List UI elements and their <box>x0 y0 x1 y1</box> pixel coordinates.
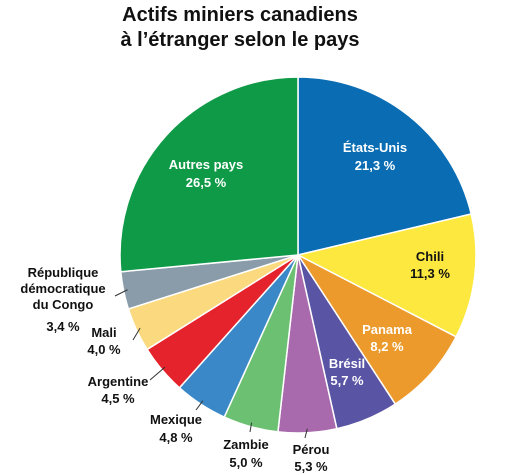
leader-line <box>132 327 141 341</box>
pie-slice <box>295 213 477 338</box>
value-label: 11,3 % <box>410 266 450 281</box>
leader-line <box>249 422 253 433</box>
value-label: 5,3 % <box>294 459 328 474</box>
leader-line <box>195 400 204 411</box>
slice-label: Mexique <box>149 412 203 427</box>
value-label: 5,7 % <box>330 373 364 388</box>
slice-label: Chili <box>415 249 445 264</box>
chart-title: Actifs miniers canadiens <box>122 4 358 26</box>
leader-line <box>304 428 308 439</box>
slice-label: Autres pays <box>168 157 244 172</box>
value-label: 5,0 % <box>229 455 263 470</box>
slice-label: Brésil <box>328 356 366 371</box>
value-label: 8,2 % <box>370 339 404 354</box>
value-label: 4,8 % <box>159 430 193 445</box>
pie-slice <box>297 76 473 256</box>
slice-label: États-Unis <box>342 140 408 155</box>
slice-label: Argentine <box>87 374 149 389</box>
slice-label: Mali <box>91 325 117 340</box>
slice-label: République démocratique du Congo <box>20 265 106 312</box>
value-label: 26,5 % <box>185 175 227 190</box>
leader-line <box>149 366 166 381</box>
value-label: 4,0 % <box>87 342 121 357</box>
value-label: 21,3 % <box>354 158 396 173</box>
pie-slice <box>119 76 299 273</box>
slice-label: Zambie <box>223 437 269 452</box>
value-label: 3,4 % <box>46 319 80 334</box>
chart-title: à l’étranger selon le pays <box>120 29 360 51</box>
pie-slice <box>295 253 458 406</box>
slice-label: Panama <box>362 322 412 337</box>
leader-line <box>114 289 128 297</box>
value-label: 4,5 % <box>101 391 135 406</box>
slice-label: Pérou <box>292 442 330 457</box>
